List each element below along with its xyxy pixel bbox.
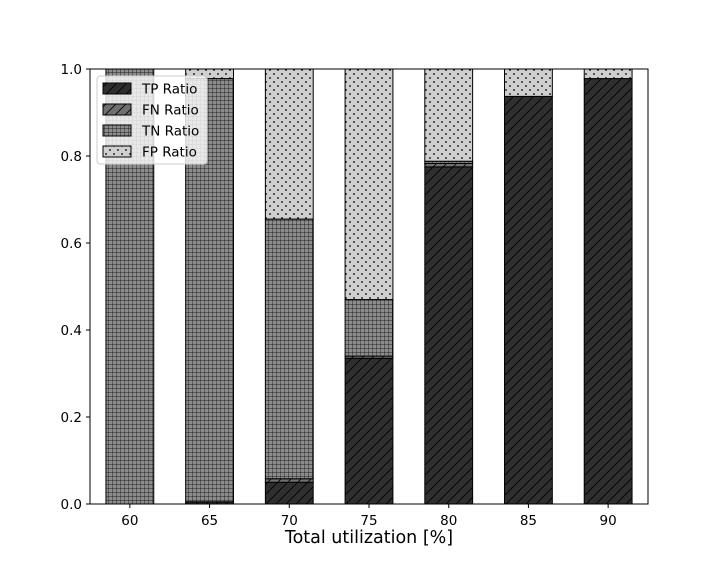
bar-segment-tn-ratio-70 bbox=[264, 218, 314, 480]
legend-box bbox=[96, 75, 208, 165]
y-tick-label: 0.4 bbox=[61, 323, 82, 339]
bar-segment-fp-ratio-85 bbox=[504, 68, 553, 97]
legend-label: TN Ratio bbox=[141, 124, 199, 140]
bar-segment-fp-ratio-75 bbox=[344, 68, 394, 301]
x-tick-label: 80 bbox=[440, 513, 457, 529]
x-tick-label: 90 bbox=[600, 513, 617, 529]
bar-segment-fp-ratio-70 bbox=[264, 68, 314, 220]
legend-label: FP Ratio bbox=[142, 145, 197, 161]
legend-swatch-tn-ratio bbox=[102, 124, 132, 137]
bar-segment-tn-ratio-75 bbox=[344, 299, 394, 357]
y-tick-label: 0.2 bbox=[61, 410, 82, 426]
bar-segment-fn-ratio-70 bbox=[264, 478, 314, 483]
legend-swatch-fp-ratio bbox=[102, 145, 132, 158]
bar-segment-fp-ratio-90 bbox=[583, 68, 633, 80]
x-tick-label: 70 bbox=[281, 513, 298, 529]
legend: TP Ratio FN Ratio TN Ratio FP Ratio bbox=[96, 75, 208, 165]
legend-label: TP Ratio bbox=[141, 82, 197, 98]
bar-segment-fp-ratio-80 bbox=[424, 68, 474, 162]
y-tick-label: 0.0 bbox=[61, 497, 82, 513]
bar-segment-tp-ratio-90 bbox=[583, 78, 633, 505]
bar-segment-tp-ratio-80 bbox=[424, 166, 474, 505]
y-tick-label: 0.8 bbox=[61, 149, 82, 165]
y-tick-label: 1.0 bbox=[61, 62, 82, 78]
x-tick-label: 85 bbox=[520, 513, 537, 529]
x-axis: 60 65 70 75 80 85 90 bbox=[121, 504, 617, 529]
y-axis: 0.0 0.2 0.4 0.6 0.8 1.0 bbox=[61, 62, 90, 513]
x-tick-label: 75 bbox=[360, 513, 377, 529]
legend-swatch-fn-ratio bbox=[102, 103, 132, 116]
x-axis-title: Total utilization [%] bbox=[284, 528, 453, 548]
x-tick-label: 60 bbox=[121, 513, 138, 529]
bar-segment-tp-ratio-85 bbox=[504, 95, 553, 505]
bar-segment-tp-ratio-70 bbox=[264, 481, 314, 505]
x-tick-label: 65 bbox=[201, 513, 218, 529]
y-tick-label: 0.6 bbox=[61, 236, 82, 252]
bar-segment-fn-ratio-80 bbox=[424, 162, 474, 168]
legend-label: FN Ratio bbox=[142, 103, 199, 119]
bar-segment-tp-ratio-75 bbox=[344, 357, 394, 505]
legend-swatch-tp-ratio bbox=[102, 82, 132, 95]
